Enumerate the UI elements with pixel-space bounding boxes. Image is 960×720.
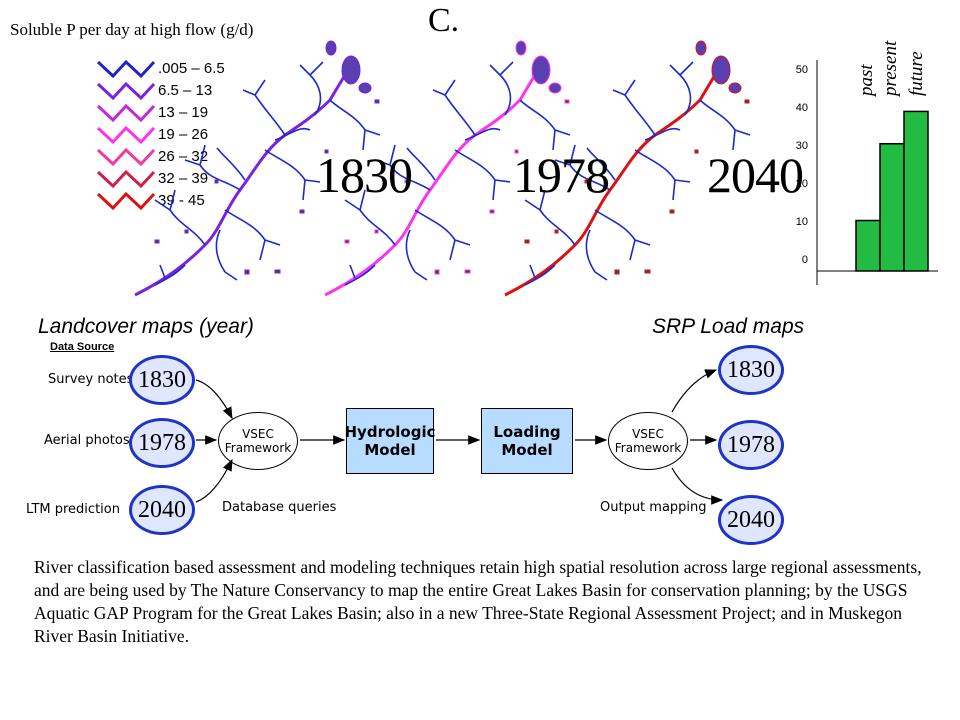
legend-label: 13 – 19 bbox=[158, 104, 209, 121]
panel-letter: C. bbox=[428, 2, 460, 39]
map-year-1978: 1978 bbox=[513, 147, 610, 203]
bar-chart: 50 40 30 20 10 0 bbox=[780, 40, 950, 290]
output-year-1830: 1830 bbox=[718, 345, 784, 395]
legend-item: 26 – 32 bbox=[96, 146, 256, 168]
source-year-2040: 2040 bbox=[129, 485, 195, 535]
bar-chart-svg bbox=[816, 60, 938, 285]
arrow bbox=[671, 369, 718, 413]
legend-item: 13 – 19 bbox=[96, 102, 256, 124]
source-year-1830: 1830 bbox=[129, 355, 195, 405]
source-label: Aerial photos bbox=[44, 433, 130, 448]
ytick-label: 10 bbox=[795, 216, 808, 228]
landcover-caption: Landcover maps (year) bbox=[38, 315, 254, 338]
ytick-label: 0 bbox=[801, 254, 808, 266]
bar-label-past: past bbox=[856, 64, 877, 96]
arrow bbox=[195, 379, 233, 420]
bar-past bbox=[855, 219, 881, 272]
ytick-label: 20 bbox=[795, 178, 808, 190]
hydrologic-model: Hydrologic Model bbox=[345, 408, 436, 474]
source-year-1978: 1978 bbox=[129, 418, 195, 468]
output-year-2040: 2040 bbox=[718, 495, 784, 545]
legend-label: 26 – 32 bbox=[158, 148, 209, 165]
legend-swatch bbox=[96, 125, 156, 145]
source-label: LTM prediction bbox=[26, 502, 120, 517]
ytick-label: 40 bbox=[795, 102, 808, 114]
description-paragraph: River classification based assessment an… bbox=[34, 557, 922, 646]
bar-label-future: future bbox=[906, 51, 927, 96]
legend-label: .005 – 6.5 bbox=[158, 60, 225, 77]
database-queries-label: Database queries bbox=[222, 500, 337, 515]
arrow bbox=[671, 467, 724, 505]
legend-item: 19 – 26 bbox=[96, 124, 256, 146]
bar-label-present: present bbox=[880, 40, 901, 96]
ytick-label: 50 bbox=[795, 64, 808, 76]
flow-arrows bbox=[195, 369, 724, 505]
legend-label: 19 – 26 bbox=[158, 126, 209, 143]
map-year-2040: 2040 bbox=[707, 147, 804, 203]
load-caption: SRP Load maps bbox=[652, 315, 805, 338]
legend-item: 39 - 45 bbox=[96, 190, 256, 212]
source-label: Survey notes bbox=[48, 372, 134, 387]
ytick-label: 30 bbox=[795, 140, 808, 152]
legend-item: .005 – 6.5 bbox=[96, 58, 256, 80]
legend-item: 6.5 – 13 bbox=[96, 80, 256, 102]
legend-item: 32 – 39 bbox=[96, 168, 256, 190]
output-year-1978: 1978 bbox=[718, 420, 784, 470]
bar-future bbox=[903, 110, 929, 272]
data-source-heading: Data Source bbox=[50, 341, 115, 353]
legend-swatch bbox=[96, 147, 156, 167]
legend-swatch bbox=[96, 103, 156, 123]
loading-model: Loading Model bbox=[481, 408, 573, 474]
legend-swatch bbox=[96, 59, 156, 79]
output-mapping-label: Output mapping bbox=[600, 500, 707, 515]
bar-present bbox=[879, 142, 905, 272]
figure-title: Soluble P per day at high flow (g/d) bbox=[10, 20, 254, 39]
legend-swatch bbox=[96, 191, 156, 211]
arrow bbox=[195, 458, 233, 503]
legend-swatch bbox=[96, 169, 156, 189]
legend-label: 32 – 39 bbox=[158, 170, 209, 187]
legend-swatch bbox=[96, 81, 156, 101]
vsec-framework-right: VSEC Framework bbox=[608, 412, 688, 470]
map-year-1830: 1830 bbox=[316, 147, 413, 203]
legend-label: 6.5 – 13 bbox=[158, 82, 213, 99]
legend-label: 39 - 45 bbox=[158, 192, 205, 209]
